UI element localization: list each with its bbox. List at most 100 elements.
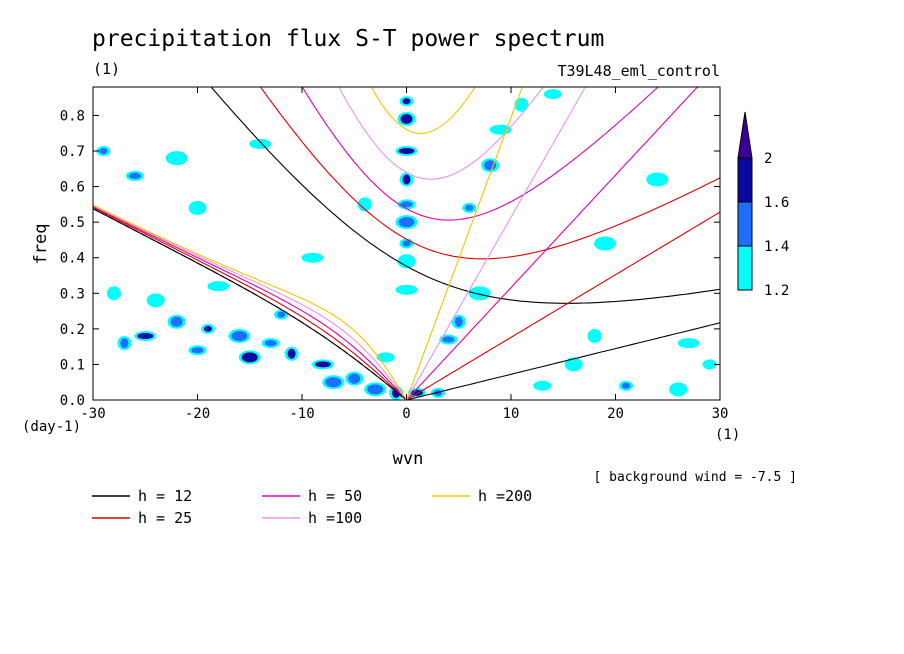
x-tick-label: 30 (712, 406, 729, 422)
contour-region (669, 382, 688, 397)
chart-subtitle-left: (1) (93, 60, 120, 78)
x-tick-label: 20 (607, 406, 624, 422)
contour-region (376, 352, 395, 363)
contour-region (587, 328, 602, 343)
contour-region-core (264, 340, 277, 347)
kelvin-curve (406, 87, 586, 400)
chart-title: precipitation flux S-T power spectrum (92, 26, 604, 52)
contour-region (468, 286, 491, 301)
colorbar-segment (737, 157, 753, 203)
contour-region-core (400, 201, 413, 208)
contour-region (301, 252, 324, 263)
contour-region (702, 359, 717, 370)
contour-region-core (402, 98, 411, 105)
legend-label: h =200 (478, 487, 532, 505)
legend-label: h = 50 (308, 487, 362, 505)
contour-region (677, 338, 700, 349)
y-axis: 0.0 0.1 0.2 0.3 0.4 0.5 0.6 0.7 0.8 (60, 108, 720, 409)
rossby-curve (93, 205, 407, 400)
colorbar-label: 1.4 (764, 239, 789, 255)
y-tick-label: 0.1 (60, 357, 85, 373)
contour-region-core (99, 148, 108, 155)
contour-region (646, 172, 669, 187)
inertio-gravity-curve (338, 87, 545, 180)
contour-region-core (277, 311, 286, 318)
contour-region (357, 197, 372, 212)
y-axis-unit: (day-1) (22, 419, 81, 435)
contour-region-core (170, 316, 183, 327)
colorbar-label: 1.2 (764, 283, 789, 299)
kelvin-curve (406, 87, 699, 400)
y-tick-label: 0.6 (60, 180, 85, 196)
rossby-curve (93, 205, 407, 400)
kelvin-curve (406, 322, 720, 400)
contour-region-core (191, 347, 204, 354)
rossby-curve (93, 208, 407, 400)
colorbar-arrow (737, 111, 753, 159)
kelvin-curve (405, 87, 523, 400)
colorbar-segment (737, 201, 753, 247)
x-axis-label: wvn (393, 449, 424, 469)
contour-region-core (203, 325, 212, 332)
contour-region-core (484, 160, 497, 171)
inertio-gravity-curve (370, 87, 476, 135)
y-tick-label: 0.5 (60, 215, 85, 231)
contour-regions (96, 89, 717, 400)
contour-region (533, 380, 552, 391)
contour-region-core (231, 330, 248, 341)
y-tick-label: 0.3 (60, 286, 85, 302)
y-tick-label: 0.7 (60, 144, 85, 160)
contour-region-core (128, 172, 141, 179)
contour-region (207, 281, 230, 292)
x-tick-label: 0 (402, 406, 410, 422)
contour-region (106, 286, 121, 301)
contour-region (395, 284, 418, 295)
contour-region (514, 97, 529, 112)
contour-region-core (398, 148, 415, 155)
y-tick-label: 0.0 (60, 393, 85, 409)
contour-region-core (402, 240, 411, 247)
contour-region (543, 89, 562, 100)
contour-region-core (367, 384, 384, 395)
colorbar: 2 1.6 1.4 1.2 (737, 111, 789, 299)
contour-region-core (621, 382, 630, 389)
x-tick-label: 10 (503, 406, 520, 422)
y-axis-label: freq (31, 224, 51, 265)
dispersion-curves (93, 87, 720, 400)
contour-region-core (287, 348, 296, 359)
contour-region (249, 138, 272, 149)
contour-region-core (325, 377, 342, 388)
colorbar-segment (737, 245, 753, 291)
rossby-curve-dashed (93, 208, 407, 400)
x-axis-unit: (1) (715, 427, 740, 443)
contour-region-core (442, 336, 455, 343)
contour-region-core (402, 174, 411, 185)
contour-region-core (400, 114, 413, 125)
contour-region-core (398, 217, 415, 228)
chart-subtitle-right: T39L48_eml_control (557, 62, 720, 80)
legend-label: h = 12 (138, 487, 192, 505)
contour-region (564, 357, 583, 372)
contour-region-core (137, 332, 154, 339)
legend: h = 12 h = 25 h = 50 h =100 h =200 (92, 487, 532, 527)
x-tick-label: -30 (80, 406, 105, 422)
inertio-gravity-curve (301, 87, 659, 221)
y-tick-label: 0.8 (60, 108, 85, 124)
contour-region (397, 254, 416, 269)
contour-region-core (241, 352, 258, 363)
contour-region-core (454, 316, 463, 327)
contour-region-core (348, 373, 361, 384)
colorbar-label: 1.6 (764, 195, 789, 211)
contour-region (165, 151, 188, 166)
x-tick-label: -10 (289, 406, 314, 422)
x-axis: -30 -20 -10 0 10 20 30 (80, 87, 728, 422)
contour-region (188, 200, 207, 215)
inertio-gravity-curve (210, 87, 720, 304)
background-wind-note: [ background wind = -7.5 ] (594, 470, 798, 485)
y-tick-label: 0.4 (60, 251, 85, 267)
inertio-gravity-curve (259, 87, 720, 260)
x-tick-label: -20 (185, 406, 210, 422)
contour-region-core (314, 361, 331, 368)
contour-region-core (465, 204, 474, 211)
rossby-curve (93, 204, 407, 400)
